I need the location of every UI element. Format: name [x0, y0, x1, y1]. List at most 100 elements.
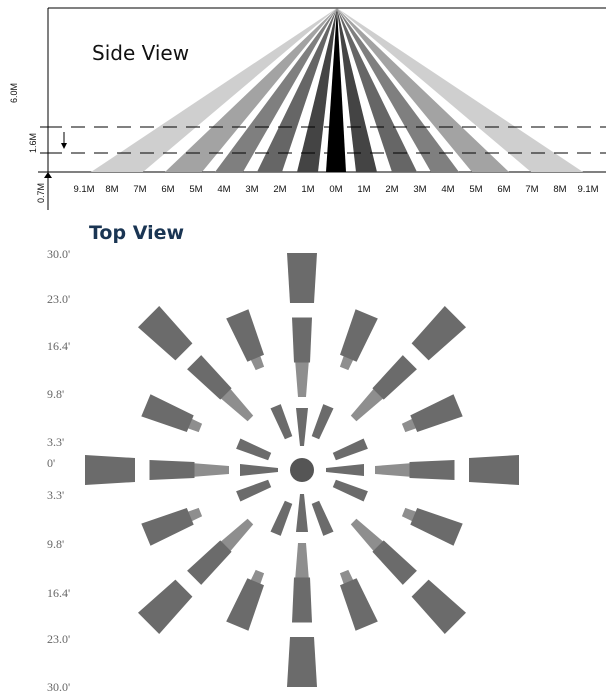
distance-label: 3M	[413, 184, 426, 195]
detection-zone	[187, 540, 232, 585]
beam-center	[326, 8, 346, 172]
distance-label: 2M	[385, 184, 398, 195]
detection-zone	[187, 355, 232, 400]
detection-zone	[296, 408, 308, 446]
distance-label: 6M	[161, 184, 174, 195]
range-label: 3.3'	[47, 435, 64, 449]
range-label: 23.0'	[47, 632, 70, 646]
distance-label: 7M	[133, 184, 146, 195]
detection-zone	[138, 579, 193, 634]
detection-zone	[311, 404, 334, 440]
range-label: 16.4'	[47, 339, 70, 353]
distance-label: 4M	[441, 184, 454, 195]
detection-beams	[91, 8, 583, 172]
detection-zone	[141, 508, 194, 546]
distance-label: 7M	[525, 184, 538, 195]
floor-gap-arrowhead	[44, 172, 52, 178]
beam-left-4	[165, 8, 337, 172]
range-label: 16.4'	[47, 586, 70, 600]
range-label: 30.0'	[47, 680, 70, 694]
distance-label: 8M	[553, 184, 566, 195]
range-label: 3.3'	[47, 488, 64, 502]
height-floor-gap-label: 0.7M	[36, 183, 46, 203]
side-view: 6.0M 1.6M 0.7M Side View 9.1M 8M 7M 6M 5M 4M 3…	[9, 7, 606, 210]
detection-zone	[270, 500, 293, 536]
detection-zone	[236, 479, 272, 502]
detection-zone	[138, 306, 193, 361]
distance-label: 6M	[497, 184, 510, 195]
distance-labels: 9.1M 8M 7M 6M 5M 4M 3M 2M 1M 0M 1M 2M 3M 4M 5M 6M 7M 8M 9.…	[73, 184, 598, 195]
range-label: 30.0'	[47, 247, 70, 261]
sensor-icon	[290, 458, 314, 482]
beam-right-2	[337, 8, 417, 172]
detection-zone	[295, 543, 309, 581]
range-label: 9.8'	[47, 387, 64, 401]
detection-zone	[410, 508, 463, 546]
detection-zone	[311, 500, 334, 536]
detection-zone	[340, 309, 378, 362]
detection-zone	[226, 578, 264, 631]
detection-zone	[296, 494, 308, 532]
distance-label: 2M	[273, 184, 286, 195]
beam-right-5	[337, 8, 583, 172]
beam-left-3	[215, 8, 337, 172]
detection-zone	[287, 637, 317, 687]
detection-zone	[218, 386, 254, 422]
top-view-title: Top View	[89, 222, 184, 244]
height-zone-label: 1.6M	[28, 133, 38, 153]
distance-label: 8M	[105, 184, 118, 195]
detection-zone	[350, 386, 386, 422]
distance-label: 5M	[189, 184, 202, 195]
detection-zone	[287, 253, 317, 303]
detection-zone	[226, 309, 264, 362]
range-labels: 30.0' 23.0' 16.4' 9.8' 3.3' 0' 3.3' 9.8' 16.4' 23…	[47, 247, 70, 694]
detection-zone	[340, 578, 378, 631]
detection-zone	[295, 359, 309, 397]
top-view: Top View 30.0' 23.0' 16.4' 9.8' 3.3' 0' 3.3' 9.…	[47, 222, 519, 694]
detection-zone	[326, 464, 364, 476]
range-label: 0'	[47, 456, 55, 470]
range-label: 23.0'	[47, 292, 70, 306]
beam-left-1	[297, 8, 337, 172]
detection-zone	[411, 579, 466, 634]
distance-label: 4M	[217, 184, 230, 195]
detection-zone	[409, 460, 455, 480]
beam-right-1	[337, 8, 377, 172]
detection-zone	[332, 479, 368, 502]
detection-zones	[85, 253, 519, 687]
detection-zone	[240, 464, 278, 476]
side-view-title: Side View	[92, 41, 189, 65]
detection-zone	[149, 460, 195, 480]
detection-zone	[236, 438, 272, 461]
height-total-label: 6.0M	[9, 83, 19, 103]
distance-label: 5M	[469, 184, 482, 195]
detection-zone	[372, 540, 417, 585]
distance-label: 1M	[357, 184, 370, 195]
detection-zone	[410, 394, 463, 432]
detection-zone	[141, 394, 194, 432]
detection-zone	[85, 455, 135, 485]
detection-zone	[270, 404, 293, 440]
detection-zone	[375, 463, 413, 477]
detection-zone	[292, 577, 312, 623]
detection-zone	[469, 455, 519, 485]
detection-zone	[191, 463, 229, 477]
detection-zone	[350, 518, 386, 554]
distance-label: 0M	[329, 184, 342, 195]
beam-left-2	[257, 8, 337, 172]
detection-zone	[292, 317, 312, 363]
beam-right-4	[337, 8, 509, 172]
detection-zone	[411, 306, 466, 361]
detection-zone	[332, 438, 368, 461]
distance-label: 9.1M	[73, 184, 94, 195]
distance-label: 9.1M	[577, 184, 598, 195]
detection-zone	[218, 518, 254, 554]
beam-left-5	[91, 8, 337, 172]
distance-label: 1M	[301, 184, 314, 195]
range-label: 9.8'	[47, 537, 64, 551]
detection-zone	[372, 355, 417, 400]
zone-arrowhead	[61, 143, 67, 149]
beam-right-3	[337, 8, 459, 172]
distance-label: 3M	[245, 184, 258, 195]
